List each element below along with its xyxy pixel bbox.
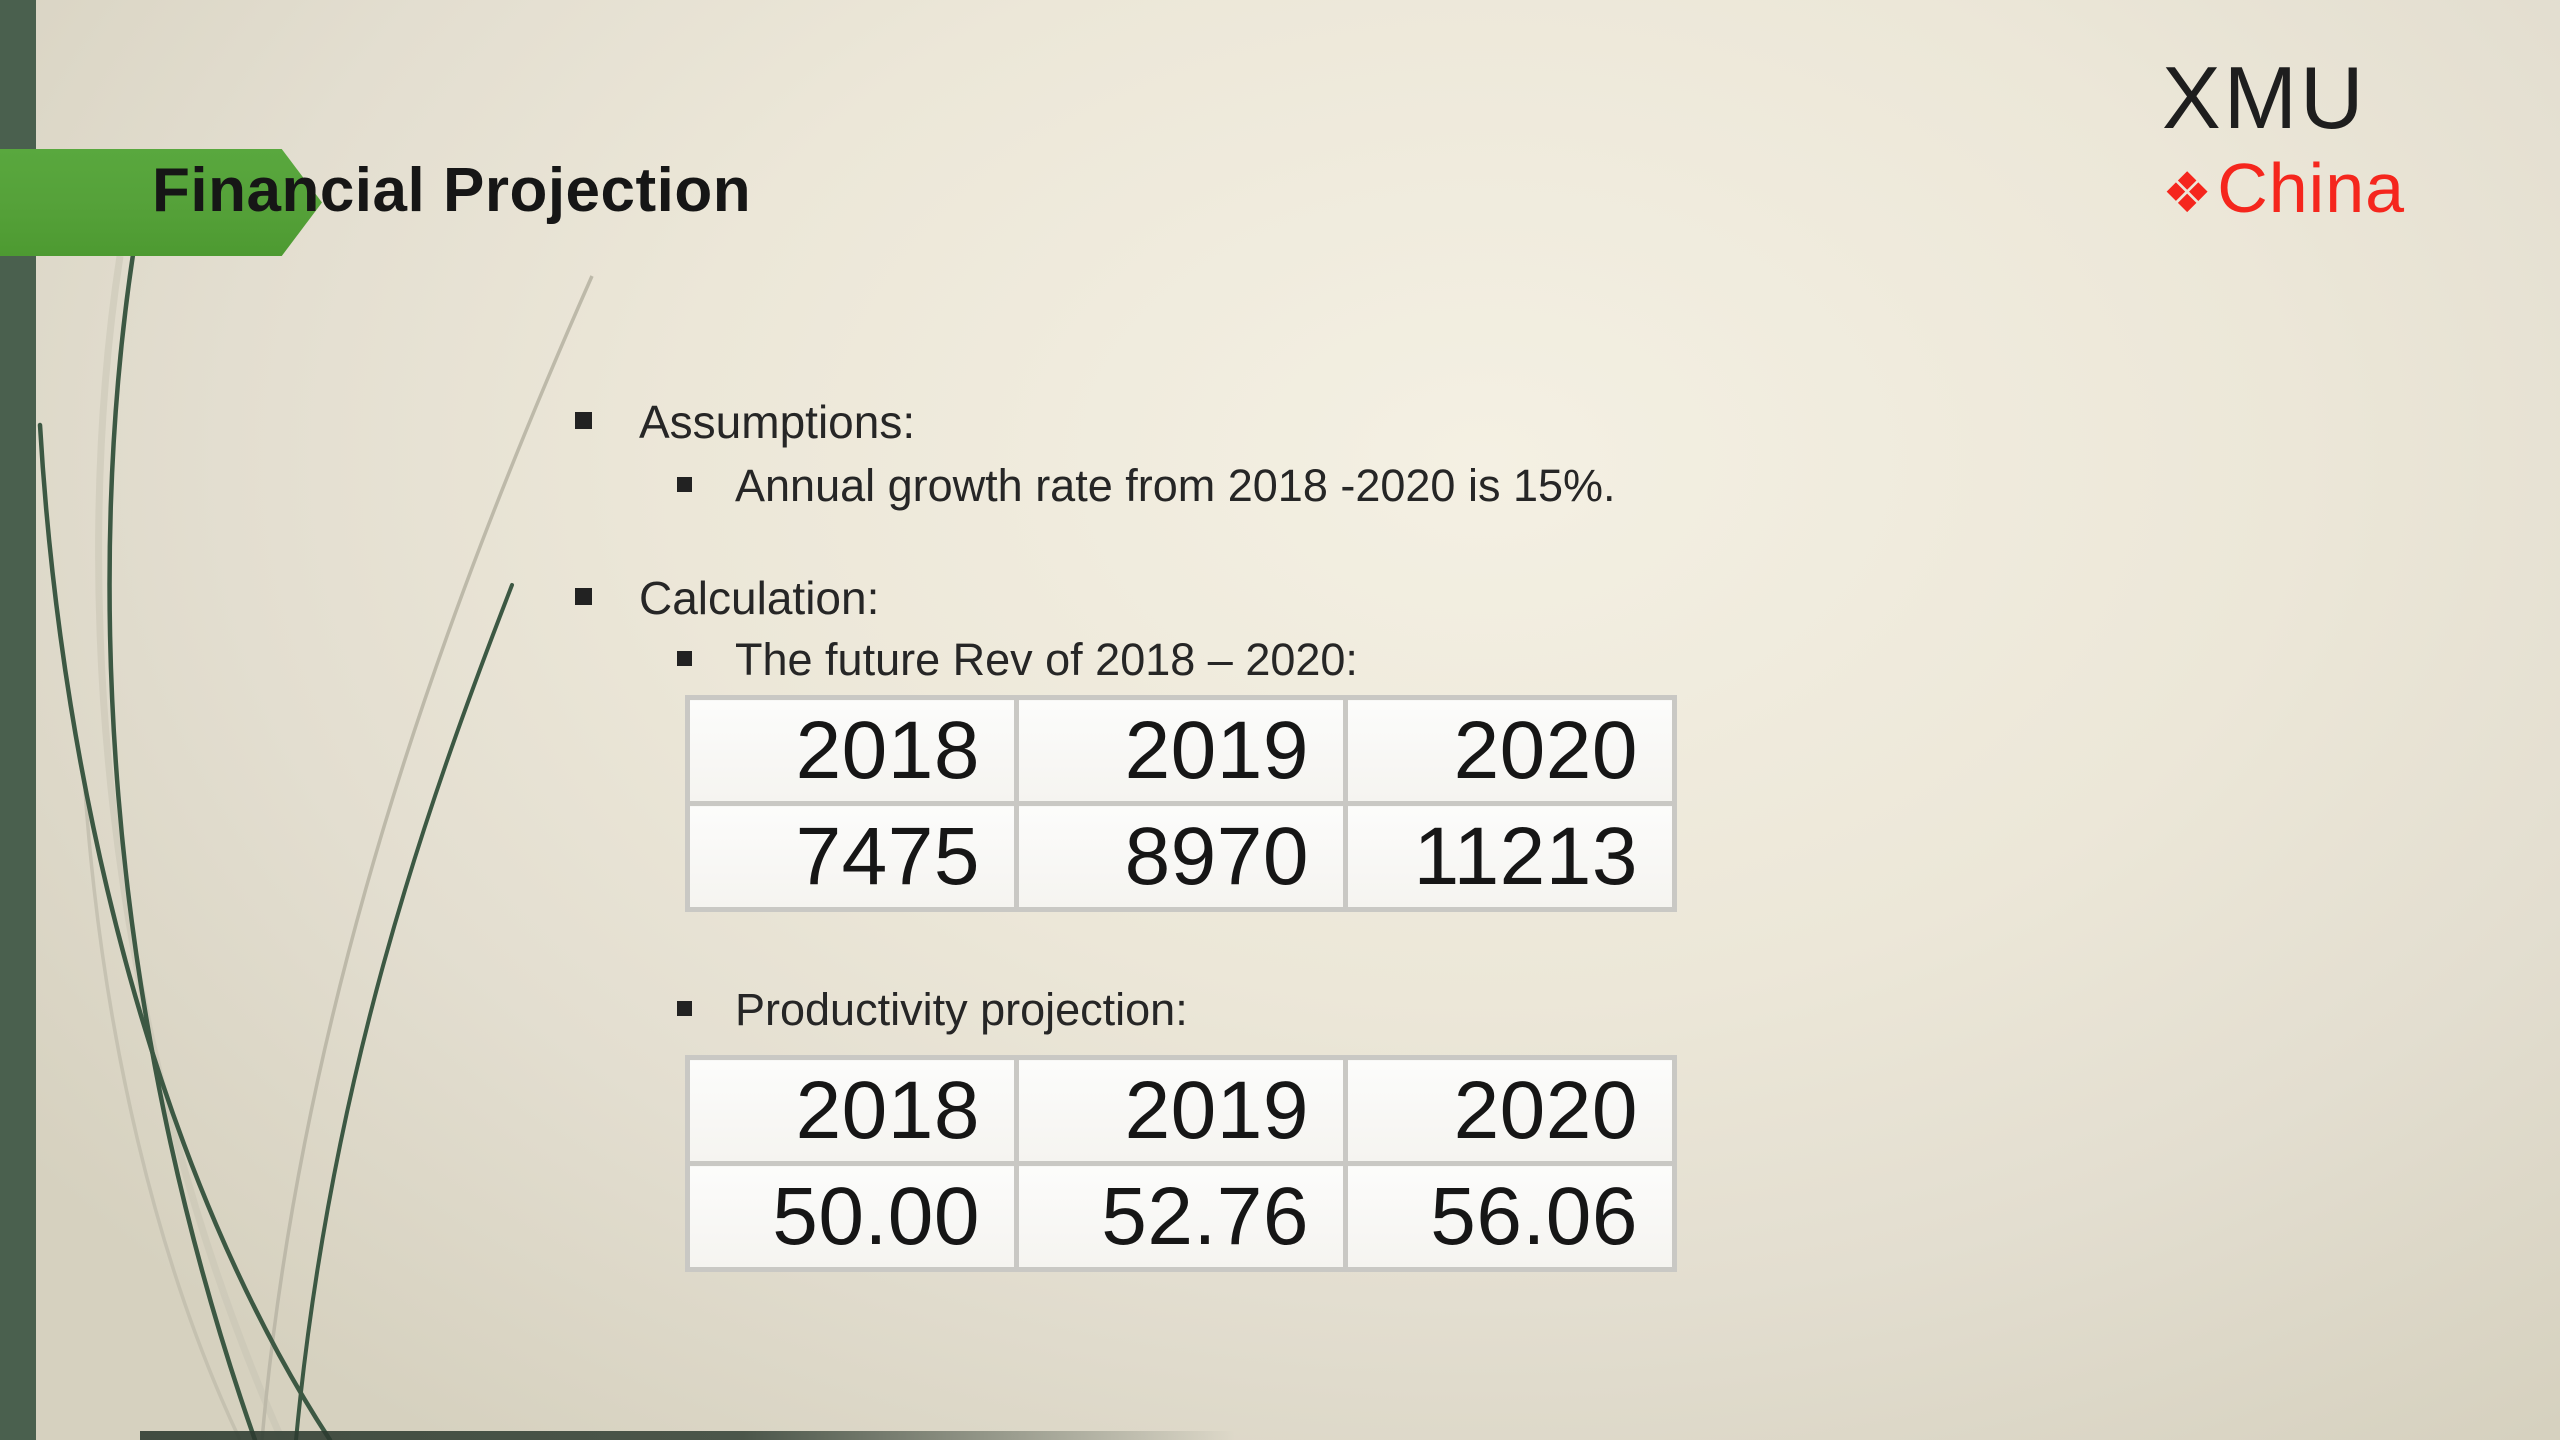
table-cell: 11213	[1343, 801, 1677, 912]
logo-china-label: China	[2217, 149, 2406, 227]
grass-shadow-blade	[95, 255, 286, 1440]
table-cell: 7475	[685, 801, 1019, 912]
table-cell: 52.76	[1014, 1161, 1348, 1272]
table-cell: 2018	[685, 695, 1019, 806]
bottom-accent-strip	[140, 1431, 1235, 1440]
title-banner-arrow	[0, 149, 322, 256]
table-row: 7475 8970 11213	[685, 801, 1677, 912]
bullet-assumptions: Assumptions:	[575, 394, 915, 450]
table-cell: 2018	[685, 1055, 1019, 1166]
bullet-future-rev: The future Rev of 2018 – 2020:	[677, 632, 1358, 688]
table-row: 2018 2019 2020	[685, 695, 1677, 806]
table-cell: 2020	[1343, 695, 1677, 806]
bullet-calculation: Calculation:	[575, 570, 879, 626]
xmu-china-logo: XMU ❖China	[2162, 48, 2405, 232]
grass-shadow-blade	[260, 275, 594, 1440]
table-cell: 8970	[1014, 801, 1348, 912]
future-revenue-table: 2018 2019 2020 7475 8970 11213	[685, 695, 1677, 912]
table-cell: 50.00	[685, 1161, 1019, 1272]
bullet-square-icon	[677, 1001, 692, 1016]
bullet-growth-rate: Annual growth rate from 2018 -2020 is 15…	[677, 458, 1616, 514]
grass-blade	[107, 245, 258, 1440]
bullet-square-icon	[677, 651, 692, 666]
productivity-projection-table: 2018 2019 2020 50.00 52.76 56.06	[685, 1055, 1677, 1272]
table-cell: 2020	[1343, 1055, 1677, 1166]
bullet-square-icon	[575, 412, 592, 429]
bullet-text: Productivity projection:	[735, 984, 1188, 1035]
table-cell: 2019	[1014, 1055, 1348, 1166]
table-row: 2018 2019 2020	[685, 1055, 1677, 1166]
grass-blade	[294, 583, 514, 1440]
logo-xmu-text: XMU	[2162, 48, 2367, 147]
table-cell: 2019	[1014, 695, 1348, 806]
table-cell: 56.06	[1343, 1161, 1677, 1272]
bullet-square-icon	[677, 477, 692, 492]
grass-shadow-blade	[83, 789, 242, 1440]
grass-blade	[37, 422, 333, 1440]
page-title: Financial Projection	[152, 156, 752, 225]
diamond-icon: ❖	[2162, 161, 2214, 226]
bullet-text: The future Rev of 2018 – 2020:	[735, 634, 1358, 685]
table-row: 50.00 52.76 56.06	[685, 1161, 1677, 1272]
bullet-text: Annual growth rate from 2018 -2020 is 15…	[735, 460, 1616, 511]
bullet-productivity-projection: Productivity projection:	[677, 982, 1188, 1038]
bullet-text: Assumptions:	[639, 396, 916, 448]
bullet-square-icon	[575, 588, 592, 605]
bullet-text: Calculation:	[639, 572, 880, 624]
logo-china-text: ❖China	[2162, 150, 2405, 232]
